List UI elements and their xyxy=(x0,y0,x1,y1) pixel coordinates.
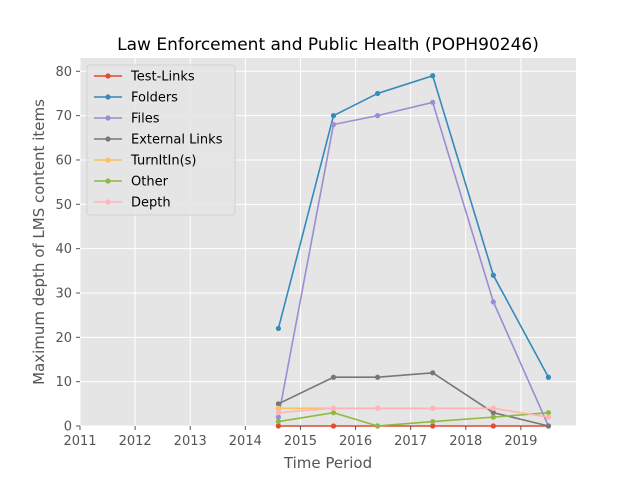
series-line-external-links xyxy=(278,371,549,427)
legend-item-other: Other xyxy=(94,175,169,190)
data-point-test-links xyxy=(490,423,496,429)
series-folders xyxy=(275,73,552,380)
x-tick-label: 2012 xyxy=(119,434,152,449)
series-layer xyxy=(275,73,552,429)
x-tick-label: 2016 xyxy=(339,434,372,449)
data-point-depth xyxy=(375,405,381,411)
y-tick-label: 80 xyxy=(55,65,72,80)
data-point-folders xyxy=(545,374,552,380)
legend-marker xyxy=(105,73,111,79)
legend-item-files: Files xyxy=(94,112,160,127)
data-point-external-links xyxy=(275,401,281,407)
data-point-other xyxy=(430,418,436,425)
data-point-other xyxy=(275,418,281,425)
series-line-depth xyxy=(278,407,549,418)
legend-marker xyxy=(105,94,111,100)
data-point-folders xyxy=(330,113,337,119)
series-external-links xyxy=(275,370,552,429)
legend-item-test-links: Test-Links xyxy=(94,70,195,85)
legend-label: Depth xyxy=(131,196,171,211)
x-axis-label: Time Period xyxy=(283,454,372,472)
data-point-turnitin-s xyxy=(275,405,281,411)
y-tick-label: 40 xyxy=(55,242,72,257)
data-point-test-links xyxy=(275,423,281,429)
legend-item-turnitin-s: TurnItIn(s) xyxy=(94,154,196,169)
legend-marker xyxy=(105,157,111,163)
data-point-folders xyxy=(275,325,281,332)
data-point-files xyxy=(330,121,337,128)
data-point-test-links xyxy=(430,423,436,429)
data-point-other xyxy=(490,414,496,420)
legend-item-depth: Depth xyxy=(94,196,171,211)
data-point-depth xyxy=(430,405,436,411)
series-files xyxy=(275,99,552,429)
x-tick-label: 2019 xyxy=(504,434,537,449)
y-tick-label: 0 xyxy=(64,420,72,435)
legend: Test-Links Folders Files External Links Turn… xyxy=(86,64,236,216)
legend-label: Folders xyxy=(131,91,178,106)
legend-marker xyxy=(105,115,111,121)
data-point-test-links xyxy=(330,423,337,429)
tick-labels: 2011 2012 2013 2014 2015 2016 2017 2018 2019 0 10 2… xyxy=(55,65,537,449)
x-tick-label: 2018 xyxy=(449,434,482,449)
y-tick-label: 60 xyxy=(55,153,72,168)
y-tick-label: 20 xyxy=(55,331,72,346)
data-point-files xyxy=(275,414,281,420)
data-point-external-links xyxy=(375,374,381,380)
data-point-other xyxy=(545,410,552,416)
series-other xyxy=(275,410,552,429)
x-tick-label: 2011 xyxy=(63,434,96,449)
data-point-folders xyxy=(490,272,496,278)
data-point-external-links xyxy=(545,423,552,429)
legend-label: Test-Links xyxy=(130,70,195,85)
legend-box xyxy=(86,64,236,216)
x-tick-label: 2013 xyxy=(174,434,207,449)
data-point-folders xyxy=(430,73,436,79)
data-point-external-links xyxy=(430,370,436,376)
legend-marker xyxy=(105,199,111,205)
legend-label: Files xyxy=(131,112,160,127)
data-point-external-links xyxy=(330,374,337,380)
y-tick-label: 70 xyxy=(55,109,72,124)
series-line-other xyxy=(278,411,549,427)
chart-title: Law Enforcement and Public Health (POPH9… xyxy=(117,35,539,55)
y-tick-label: 50 xyxy=(55,198,72,213)
data-point-other xyxy=(375,423,381,429)
legend-label: External Links xyxy=(131,133,223,148)
x-tick-label: 2017 xyxy=(394,434,427,449)
data-point-files xyxy=(375,113,381,119)
series-line-folders xyxy=(277,74,550,378)
legend-item-external-links: External Links xyxy=(94,133,223,148)
legend-marker xyxy=(105,178,111,184)
data-point-depth xyxy=(545,414,552,420)
y-tick-label: 30 xyxy=(55,286,72,301)
x-tick-label: 2014 xyxy=(229,434,262,449)
legend-marker xyxy=(105,136,111,142)
x-tick-label: 2015 xyxy=(284,434,317,449)
legend-item-folders: Folders xyxy=(94,91,178,106)
y-axis-label: Maximum depth of LMS content items xyxy=(30,99,48,385)
y-tick-label: 10 xyxy=(55,375,72,390)
data-point-depth xyxy=(330,405,337,411)
series-depth xyxy=(275,405,552,420)
data-point-other xyxy=(330,410,337,416)
data-point-external-links xyxy=(490,410,496,416)
data-point-files xyxy=(430,99,436,105)
legend-label: TurnItIn(s) xyxy=(130,154,196,169)
data-point-files xyxy=(490,299,496,305)
series-line-files xyxy=(277,101,550,427)
legend-label: Other xyxy=(131,175,169,190)
data-point-depth xyxy=(275,410,281,416)
data-point-depth xyxy=(490,405,496,411)
data-point-folders xyxy=(375,90,381,97)
